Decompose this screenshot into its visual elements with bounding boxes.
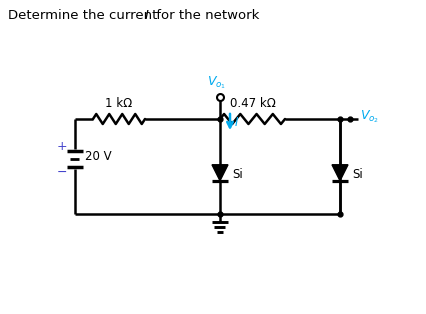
Polygon shape <box>211 165 227 181</box>
Text: +: + <box>57 139 67 153</box>
Text: for the network: for the network <box>152 9 259 22</box>
Text: 1 kΩ: 1 kΩ <box>105 97 132 110</box>
Text: 20 V: 20 V <box>85 150 111 164</box>
Text: Si: Si <box>351 168 362 181</box>
Text: $V_{o_2}$: $V_{o_2}$ <box>359 109 378 125</box>
Text: −: − <box>57 165 67 178</box>
Text: I: I <box>234 116 238 128</box>
Text: I: I <box>145 9 149 22</box>
Text: $V_{o_1}$: $V_{o_1}$ <box>207 74 226 91</box>
Text: Determine the current: Determine the current <box>8 9 161 22</box>
Text: Si: Si <box>231 168 242 181</box>
Text: 0.47 kΩ: 0.47 kΩ <box>229 97 275 110</box>
Polygon shape <box>331 165 347 181</box>
